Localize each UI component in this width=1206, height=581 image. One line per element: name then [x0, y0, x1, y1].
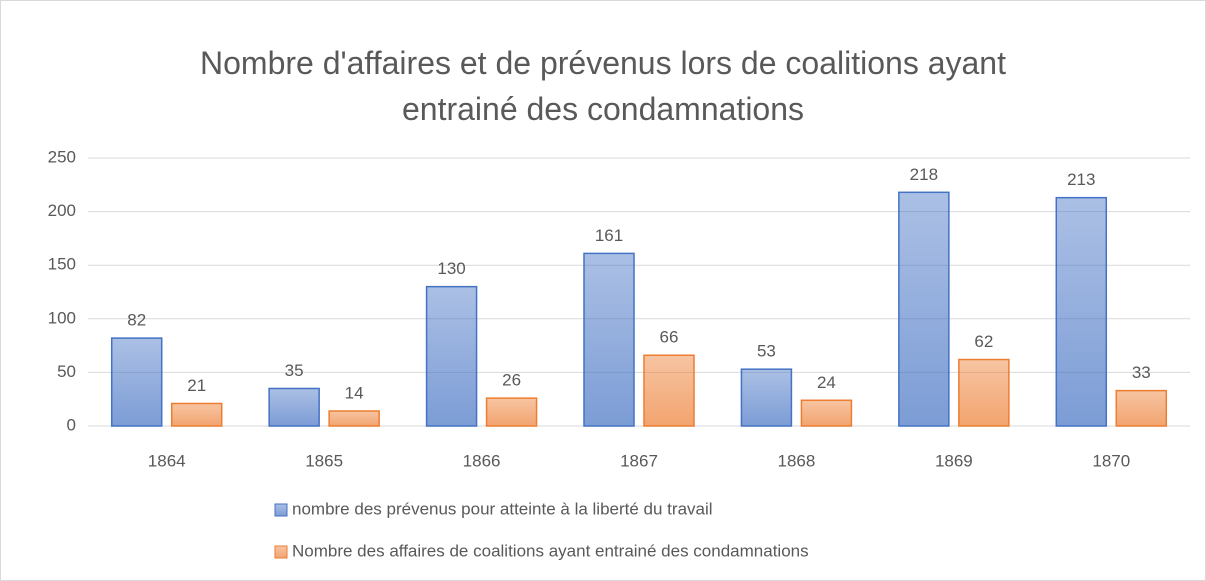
data-label: 161: [595, 226, 623, 245]
bar: [1055, 196, 1108, 427]
bar: [485, 397, 538, 427]
data-label: 14: [345, 383, 364, 402]
data-label: 130: [437, 259, 465, 278]
x-tick-label: 1870: [1092, 451, 1130, 470]
y-tick-label: 50: [57, 362, 76, 381]
bar: [328, 410, 380, 427]
data-label: 213: [1067, 170, 1095, 189]
y-tick-label: 200: [48, 201, 76, 220]
legend-swatch: [274, 503, 288, 517]
data-label: 21: [187, 376, 206, 395]
legend-label: Nombre des affaires de coalitions ayant …: [292, 541, 809, 560]
data-label: 82: [127, 311, 146, 330]
bar: [740, 368, 793, 427]
y-tick-label: 100: [48, 308, 76, 327]
data-label: 24: [817, 373, 836, 392]
bar: [898, 191, 950, 427]
bar: [643, 354, 695, 427]
y-tick-label: 150: [48, 255, 76, 274]
y-tick-label: 0: [67, 415, 76, 434]
y-tick-label: 250: [48, 147, 76, 166]
title-box: Nombre d'affaires et de prévenus lors de…: [0, 40, 1206, 132]
legend-label: nombre des prévenus pour atteinte à la l…: [292, 499, 713, 518]
legend-swatch: [274, 545, 288, 559]
bar: [1115, 389, 1168, 427]
data-label: 62: [974, 332, 993, 351]
bar: [425, 285, 478, 427]
bar: [110, 337, 163, 427]
data-label: 35: [285, 361, 304, 380]
x-tick-label: 1869: [935, 451, 973, 470]
data-label: 33: [1132, 363, 1151, 382]
data-label: 218: [910, 165, 938, 184]
x-tick-label: 1864: [148, 451, 186, 470]
x-tick-label: 1868: [778, 451, 816, 470]
x-tick-label: 1867: [620, 451, 658, 470]
data-label: 66: [660, 328, 679, 347]
bar: [958, 358, 1010, 427]
x-tick-label: 1865: [305, 451, 343, 470]
bar: [583, 252, 635, 427]
data-label: 53: [757, 342, 776, 361]
x-tick-label: 1866: [463, 451, 501, 470]
bar: [800, 399, 853, 427]
data-label: 26: [502, 371, 521, 390]
bar: [268, 387, 320, 427]
bar: [170, 402, 223, 427]
chart-title: Nombre d'affaires et de prévenus lors de…: [200, 45, 1006, 127]
